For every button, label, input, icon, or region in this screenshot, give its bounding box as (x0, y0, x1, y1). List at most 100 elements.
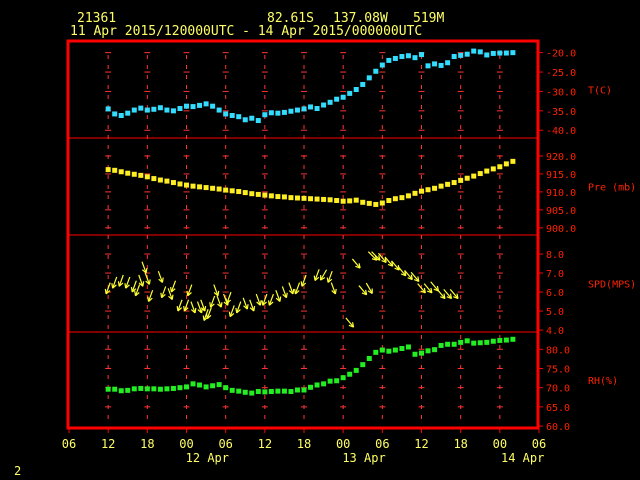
humidity-point (445, 341, 451, 347)
humidity-point (458, 339, 464, 345)
humidity-point (216, 382, 222, 388)
pressure-point (327, 197, 333, 203)
pressure-point (242, 190, 248, 196)
wind-arrow (449, 288, 459, 300)
wind-arrow (134, 284, 141, 297)
humidity-point (131, 386, 137, 392)
pressure-point (510, 158, 516, 164)
pressure-point (445, 181, 451, 187)
temperature-point (425, 63, 431, 69)
humidity-point (484, 339, 490, 345)
humidity-point (510, 336, 516, 342)
pressure-point (144, 174, 150, 180)
y-tick-label: -20.0 (546, 49, 576, 60)
humidity-point (432, 347, 438, 353)
pressure-point (190, 183, 196, 189)
pressure-point (210, 185, 216, 191)
humidity-point (451, 341, 457, 347)
temperature-point (105, 106, 111, 112)
humidity-point (490, 338, 496, 344)
wind-arrow (319, 269, 328, 281)
wind-arrow (138, 274, 145, 287)
temperature-point (210, 103, 216, 109)
pressure-point (177, 181, 183, 187)
temperature-point (216, 107, 222, 113)
temperature-point (432, 61, 438, 67)
y-tick-label: 70.0 (546, 384, 570, 395)
pressure-point (366, 200, 372, 206)
humidity-point (281, 388, 287, 394)
wind-arrow (205, 307, 212, 320)
temperature-point (392, 55, 398, 61)
temperature-point (190, 104, 196, 110)
temperature-point (151, 106, 157, 112)
temperature-point (268, 110, 274, 116)
time-period: 11 Apr 2015/120000UTC - 14 Apr 2015/0000… (70, 24, 423, 39)
y-tick-label: 920.0 (546, 152, 576, 163)
pressure-point (477, 171, 483, 177)
humidity-point (138, 385, 144, 391)
station-elevation: 519M (413, 11, 445, 26)
panel-label-humidity: RH(%) (588, 376, 618, 387)
pressure-point (308, 196, 314, 202)
x-tick-label: 12 (258, 437, 272, 451)
humidity-point (275, 388, 281, 394)
humidity-point (405, 344, 411, 350)
wind-arrow (104, 282, 111, 295)
temperature-point (334, 96, 340, 102)
temperature-point (275, 110, 281, 116)
y-tick-label: 900.0 (546, 224, 576, 235)
pressure-point (229, 188, 235, 194)
temperature-point (138, 105, 144, 111)
wind-arrow (267, 293, 274, 306)
humidity-point (210, 383, 216, 389)
day-label: 14 Apr (501, 451, 544, 465)
wind-arrow (160, 286, 167, 299)
temperature-point (510, 50, 516, 56)
pressure-point (334, 198, 340, 204)
pressure-point (314, 196, 320, 202)
humidity-point (503, 337, 509, 343)
temperature-point (229, 112, 235, 118)
pressure-point (458, 177, 464, 183)
wind-arrow (410, 271, 420, 282)
pressure-point (503, 161, 509, 167)
humidity-point (419, 350, 424, 356)
pressure-point (484, 168, 490, 174)
wind-arrow (345, 317, 355, 328)
wind-arrow (330, 282, 337, 295)
wind-arrow (300, 274, 307, 287)
temperature-point (503, 50, 509, 56)
y-tick-label: -35.0 (546, 107, 576, 118)
humidity-point (294, 387, 300, 393)
wind-arrow (144, 272, 151, 285)
y-tick-label: 8.0 (546, 250, 564, 261)
temperature-point (477, 49, 483, 55)
pressure-point (432, 185, 438, 191)
y-tick-label: 75.0 (546, 364, 570, 375)
pressure-point (255, 191, 261, 197)
pressure-point (275, 194, 281, 200)
wind-arrow (275, 290, 282, 302)
day-label: 12 Apr (186, 451, 229, 465)
humidity-point (144, 386, 150, 392)
humidity-point (190, 381, 196, 387)
temperature-point (288, 108, 294, 114)
wind-arrow (130, 280, 137, 293)
humidity-point (236, 388, 242, 394)
wind-arrow (213, 284, 220, 297)
y-tick-label: 4.0 (546, 326, 564, 337)
pressure-point (464, 175, 470, 181)
wind-arrow (294, 282, 301, 295)
temperature-point (308, 104, 314, 110)
x-tick-label: 00 (493, 437, 507, 451)
temperature-point (112, 111, 118, 117)
pressure-point (118, 169, 124, 175)
pressure-point (268, 193, 274, 199)
temperature-point (340, 94, 346, 100)
humidity-point (360, 362, 366, 368)
humidity-point (464, 338, 470, 344)
pressure-point (360, 199, 366, 205)
humidity-point (399, 346, 405, 352)
wind-arrow (423, 283, 433, 294)
